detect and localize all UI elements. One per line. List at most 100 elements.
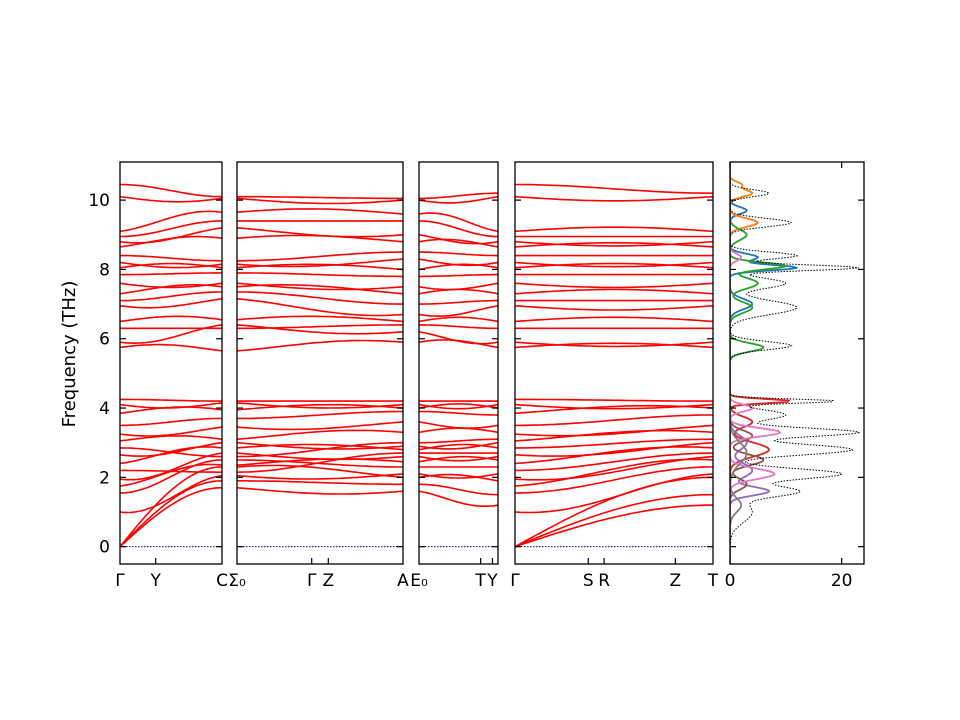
band-35 xyxy=(515,183,713,194)
band-30 xyxy=(419,238,498,248)
y-tick-label: 6 xyxy=(99,330,110,350)
band-4 xyxy=(515,473,713,514)
x-tick-label: A xyxy=(397,571,409,591)
band-21 xyxy=(419,316,498,323)
x-tick-label: E₀ xyxy=(410,571,428,591)
band-30 xyxy=(515,241,713,248)
band-18 xyxy=(120,343,222,352)
band-11 xyxy=(419,438,498,444)
band-25 xyxy=(237,282,403,291)
x-tick-label: Y xyxy=(486,571,498,591)
band-10 xyxy=(120,441,222,457)
band-33 xyxy=(120,210,222,233)
dos-total xyxy=(730,162,861,564)
band-33 xyxy=(419,212,498,233)
band-1 xyxy=(120,487,222,548)
x-tick-label: C xyxy=(216,571,228,591)
band-19 xyxy=(515,341,713,348)
panel-frame xyxy=(236,161,404,565)
band-23 xyxy=(237,291,403,305)
band-17 xyxy=(120,398,222,402)
band-16 xyxy=(515,403,713,410)
band-27 xyxy=(515,262,713,269)
band-14 xyxy=(419,410,498,416)
band-panel-3: E₀ T Y xyxy=(410,161,499,591)
panel-frame xyxy=(514,161,714,565)
band-24 xyxy=(515,288,713,295)
band-34 xyxy=(120,195,222,203)
band-31 xyxy=(515,240,713,247)
dos-frame xyxy=(729,161,865,565)
dos-series-7 xyxy=(730,162,782,564)
band-12 xyxy=(120,435,222,442)
x-tick-label: Γ xyxy=(115,571,125,591)
band-35 xyxy=(120,183,222,198)
y-tick-label: 0 xyxy=(99,538,110,558)
x-tick-label: S xyxy=(583,571,594,591)
band-4 xyxy=(419,473,498,479)
band-29 xyxy=(120,254,222,262)
band-20 xyxy=(237,324,403,330)
x-tick-label: Γ xyxy=(307,571,317,591)
dos-series-5 xyxy=(730,162,771,564)
x-tick-label: T xyxy=(474,571,486,591)
x-tick-label: R xyxy=(598,571,610,591)
band-10 xyxy=(419,441,498,450)
y-tick-label: 2 xyxy=(99,468,110,488)
band-26 xyxy=(120,272,222,276)
band-5 xyxy=(237,459,403,468)
band-12 xyxy=(515,429,713,442)
band-18 xyxy=(237,339,403,352)
band-lines xyxy=(515,183,713,548)
band-10 xyxy=(237,441,403,450)
band-31 xyxy=(237,227,403,238)
band-28 xyxy=(237,258,403,268)
y-axis-label: Frequency (THz) xyxy=(59,281,80,428)
band-10 xyxy=(515,441,713,457)
band-3 xyxy=(120,466,222,548)
x-tick-label: T xyxy=(707,571,719,591)
band-11 xyxy=(120,447,222,458)
band-2 xyxy=(120,480,222,548)
band-11 xyxy=(515,438,713,449)
band-8 xyxy=(237,452,403,473)
band-lines xyxy=(237,195,403,495)
band-25 xyxy=(419,282,498,291)
panel-frame xyxy=(418,161,499,565)
band-35 xyxy=(237,195,403,200)
band-lines xyxy=(419,192,498,507)
dos-curves xyxy=(730,162,861,564)
band-29 xyxy=(237,251,403,262)
x-tick-label: Γ xyxy=(510,571,520,591)
x-tick-label: Y xyxy=(150,571,162,591)
band-2 xyxy=(515,504,713,548)
dos-x-tick-label: 20 xyxy=(831,571,853,591)
band-26 xyxy=(237,272,403,278)
y-tick-label: 10 xyxy=(88,191,110,211)
band-24 xyxy=(419,288,498,295)
band-13 xyxy=(515,424,713,437)
band-28 xyxy=(515,261,713,268)
dos-series-4 xyxy=(730,162,791,564)
band-19 xyxy=(419,331,498,345)
band-11 xyxy=(237,441,403,458)
band-21 xyxy=(237,315,403,323)
band-12 xyxy=(419,427,498,434)
band-lines xyxy=(120,183,222,548)
band-8 xyxy=(120,469,222,473)
band-16 xyxy=(120,402,222,409)
band-34 xyxy=(237,197,403,205)
band-17 xyxy=(515,398,713,402)
band-33 xyxy=(237,208,403,215)
y-tick-label: 8 xyxy=(99,260,110,280)
band-2 xyxy=(419,483,498,496)
band-29 xyxy=(419,251,498,257)
band-1 xyxy=(419,490,498,507)
band-34 xyxy=(419,195,498,204)
band-22 xyxy=(120,298,222,309)
band-9 xyxy=(515,446,713,465)
band-12 xyxy=(237,429,403,440)
